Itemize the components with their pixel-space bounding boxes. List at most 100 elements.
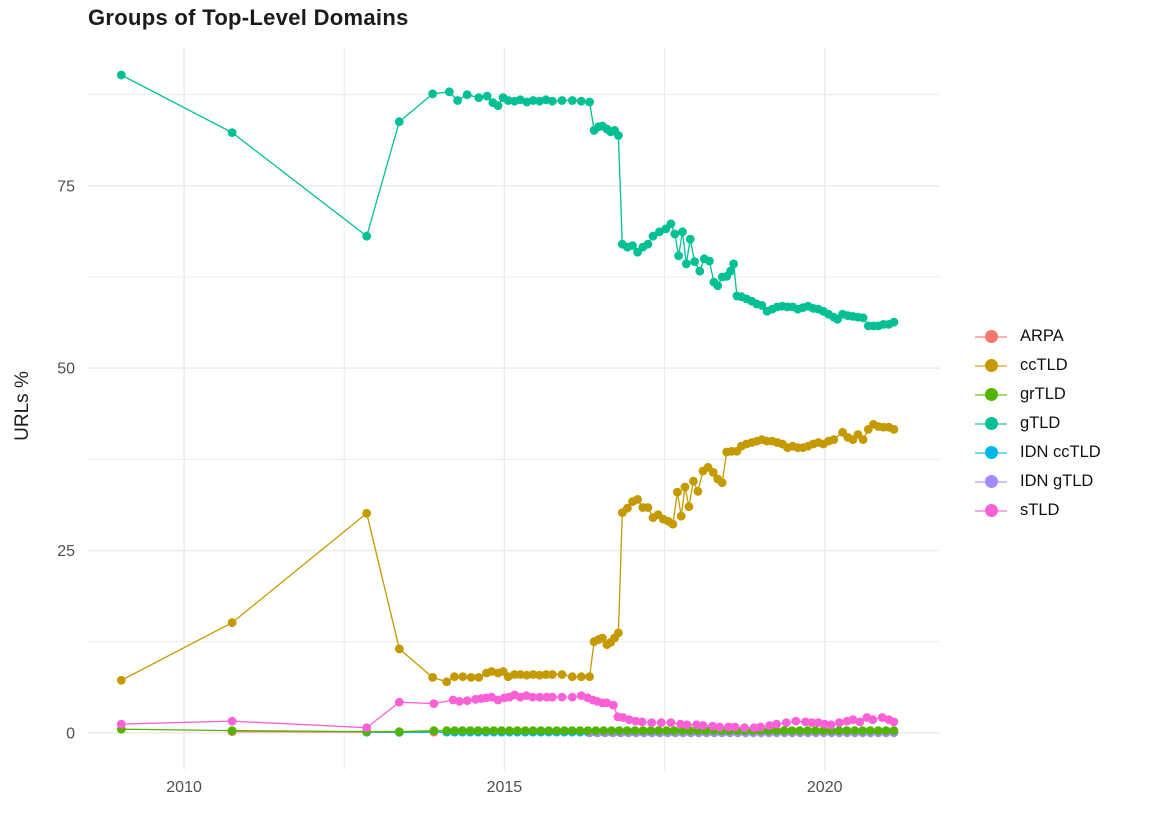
data-point: [630, 726, 640, 735]
legend-key-icon: [975, 446, 1007, 460]
data-point: [567, 96, 577, 105]
data-point: [628, 241, 637, 251]
data-point: [668, 519, 678, 529]
legend-key-icon: [975, 388, 1007, 402]
data-point: [583, 726, 593, 735]
data-point: [791, 716, 801, 726]
data-point: [643, 503, 653, 512]
data-point: [729, 259, 739, 269]
data-point: [698, 721, 708, 730]
legend-label: ARPA: [1020, 327, 1064, 345]
legend: ARPA ccTLD grTLD gTLD IDN ccTLD IDN gTLD sTLD: [975, 322, 1101, 525]
data-point: [631, 716, 641, 726]
data-point: [881, 726, 891, 735]
data-point: [535, 692, 544, 702]
data-point: [781, 718, 791, 727]
data-point: [614, 131, 623, 140]
data-point: [466, 673, 476, 682]
data-point: [848, 715, 858, 725]
data-point: [362, 231, 372, 241]
data-point: [489, 726, 499, 735]
data-point: [858, 726, 867, 735]
data-point: [575, 726, 585, 735]
data-point: [850, 726, 860, 735]
data-point: [647, 718, 657, 727]
data-point: [889, 425, 899, 434]
data-point: [227, 726, 237, 735]
data-point: [458, 672, 468, 682]
data-point: [548, 670, 557, 679]
data-point: [685, 234, 695, 244]
x-tick-label: 2015: [487, 779, 523, 796]
y-tick-label: 50: [57, 361, 75, 378]
data-point: [520, 726, 530, 735]
data-point: [803, 726, 812, 735]
data-point: [889, 726, 899, 735]
data-point: [394, 697, 404, 707]
data-point: [889, 717, 899, 727]
legend-key-icon: [975, 359, 1007, 373]
data-point: [690, 257, 699, 267]
data-point: [858, 313, 868, 323]
data-point: [765, 721, 774, 730]
legend-label: sTLD: [1020, 501, 1060, 519]
data-point: [865, 726, 875, 735]
data-point: [522, 670, 532, 680]
data-point: [462, 696, 472, 706]
series-ccTLD: [116, 419, 899, 687]
x-tick-label: 2020: [807, 779, 843, 796]
data-point: [227, 128, 237, 138]
data-point: [693, 487, 703, 496]
data-point: [811, 726, 820, 735]
data-point: [474, 673, 484, 682]
data-point: [429, 726, 439, 735]
data-point: [450, 726, 459, 735]
data-point: [726, 266, 735, 276]
data-point: [689, 476, 698, 486]
data-point: [541, 670, 551, 679]
data-point: [826, 720, 836, 730]
data-point: [227, 618, 237, 628]
series-line: [121, 423, 895, 683]
data-point: [771, 726, 781, 735]
data-point: [680, 482, 690, 492]
data-point: [614, 726, 624, 735]
legend-key-dot: [984, 330, 998, 343]
data-point: [394, 644, 404, 654]
data-point: [889, 317, 899, 327]
data-point: [795, 726, 805, 735]
data-point: [362, 723, 372, 733]
data-point: [772, 719, 781, 729]
data-point: [676, 719, 685, 729]
data-point: [676, 511, 686, 521]
data-point: [633, 495, 642, 504]
data-point: [599, 726, 608, 735]
data-point: [670, 229, 680, 239]
data-point: [394, 117, 404, 127]
legend-item-IDN-gTLD: IDN gTLD: [975, 467, 1101, 496]
data-point: [455, 697, 464, 706]
data-point: [673, 487, 682, 497]
legend-label: grTLD: [1020, 385, 1066, 403]
data-point: [516, 670, 525, 679]
data-point: [708, 721, 717, 731]
data-point: [473, 726, 483, 735]
data-point: [646, 726, 656, 735]
data-point: [428, 673, 437, 682]
data-point: [462, 90, 472, 100]
data-point: [666, 219, 676, 229]
legend-key-icon: [975, 504, 1007, 518]
y-tick-label: 25: [57, 543, 75, 560]
data-point: [482, 91, 492, 101]
data-point: [638, 726, 648, 735]
legend-item-ccTLD: ccTLD: [975, 351, 1101, 380]
data-point: [873, 726, 883, 735]
data-point: [868, 715, 878, 725]
data-point: [444, 87, 454, 97]
data-point: [429, 699, 439, 708]
data-point: [548, 96, 557, 106]
data-point: [757, 301, 767, 310]
data-point: [730, 722, 740, 732]
data-point: [692, 720, 701, 730]
